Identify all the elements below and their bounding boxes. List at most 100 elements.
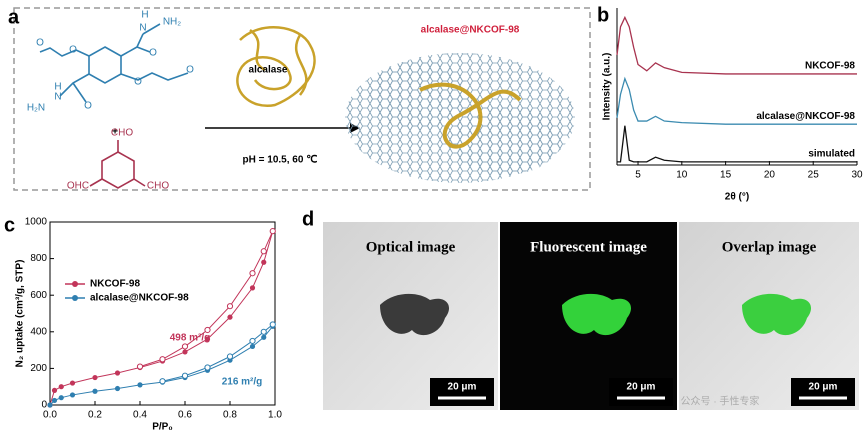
y-axis-label: Intensity (a.u.) xyxy=(602,53,613,121)
desorption-point xyxy=(204,364,211,371)
y-tick-label: 600 xyxy=(30,290,47,301)
panel-label: d xyxy=(302,208,314,230)
adsorption-point xyxy=(114,385,121,392)
adsorption-point xyxy=(69,380,76,386)
adsorption-point xyxy=(204,336,211,342)
atom-label: O xyxy=(134,77,142,88)
particle xyxy=(380,293,450,336)
plus-sign: + xyxy=(112,127,118,138)
series-label: NKCOF-98 xyxy=(805,61,855,72)
product-label: alcalase@NKCOF-98 xyxy=(421,25,520,36)
conditions: pH = 10.5, 60 ℃ xyxy=(243,155,318,166)
adsorption-point xyxy=(92,374,98,381)
atom-label: CHO xyxy=(111,128,133,139)
image-title: Fluorescent image xyxy=(530,239,647,255)
adsorption-point xyxy=(58,395,64,401)
adsorption-point xyxy=(137,382,143,388)
y-tick-label: 200 xyxy=(30,363,47,374)
atom-label: N xyxy=(139,23,146,34)
atom-label: O xyxy=(84,101,92,112)
y-tick-label: 400 xyxy=(30,326,47,337)
desorption-point xyxy=(269,228,276,235)
x-tick-label: 20 xyxy=(764,170,776,181)
x-tick-label: 0.8 xyxy=(223,410,237,421)
desorption-point xyxy=(181,343,189,350)
cof-graphic xyxy=(345,53,575,183)
x-tick-label: 5 xyxy=(635,170,641,181)
scale-bar-box xyxy=(609,378,673,406)
panel-label: c xyxy=(4,214,15,236)
desorption-line xyxy=(139,230,274,368)
y-tick-label: 800 xyxy=(30,253,47,264)
image-title: Optical image xyxy=(366,239,456,255)
atom-label: O xyxy=(186,65,194,76)
legend-entry: NKCOF-98 xyxy=(90,279,140,290)
particle-overlap xyxy=(742,293,812,336)
scale-bar-label: 20 μm xyxy=(627,382,656,393)
desorption-point xyxy=(204,326,211,334)
desorption-point xyxy=(159,356,166,363)
legend-entry: alcalase@NKCOF-98 xyxy=(90,293,189,304)
atom-label: OHC xyxy=(67,181,89,192)
annotation: 498 m²/g xyxy=(170,333,211,344)
y-tick-label: 0 xyxy=(41,400,47,411)
scale-bar-box xyxy=(791,378,855,406)
adsorption-point xyxy=(92,388,98,394)
desorption-point xyxy=(136,363,144,370)
atom-label: NH₂ xyxy=(163,17,181,28)
adsorption-point xyxy=(249,285,256,291)
panel-label: b xyxy=(597,4,609,26)
scale-bar-box xyxy=(430,378,494,406)
atom-label: H₂N xyxy=(27,103,45,114)
adsorption-point xyxy=(261,334,267,340)
x-tick-label: 25 xyxy=(808,170,820,181)
image-title: Overlap image xyxy=(722,239,817,255)
adsorption-point xyxy=(114,370,121,376)
x-axis-label: P/P₀ xyxy=(152,422,173,433)
x-tick-label: 0.6 xyxy=(178,410,192,421)
x-tick-label: 0.4 xyxy=(133,410,147,421)
x-tick-label: 0.0 xyxy=(43,410,57,421)
desorption-point xyxy=(159,378,166,385)
plot-frame xyxy=(49,221,276,406)
adsorption-point xyxy=(249,343,256,350)
enzyme-graphic xyxy=(236,26,316,108)
y-axis-label: N₂ uptake (cm³/g, STP) xyxy=(15,260,26,368)
x-tick-label: 0.2 xyxy=(88,410,102,421)
particle-fluorescence xyxy=(562,293,632,336)
hydrazide-structure xyxy=(39,23,189,103)
atom-label: O xyxy=(69,45,77,56)
x-tick-label: 30 xyxy=(851,170,863,181)
legend-marker xyxy=(72,295,78,301)
series-label: simulated xyxy=(808,149,855,160)
xrd-pattern xyxy=(617,125,857,163)
scale-bar-label: 20 μm xyxy=(809,382,838,393)
x-tick-label: 1.0 xyxy=(268,410,282,421)
aldehyde-structure xyxy=(89,140,146,189)
atom-label: CHO xyxy=(147,181,169,192)
xrd-pattern xyxy=(616,76,857,125)
legend-marker xyxy=(72,281,78,287)
atom-label: H xyxy=(141,10,148,21)
adsorption-point xyxy=(58,384,64,390)
desorption-point xyxy=(269,321,276,328)
adsorption-point xyxy=(182,349,188,355)
xrd-pattern xyxy=(616,15,857,75)
desorption-point xyxy=(249,337,256,345)
atom-label: O xyxy=(149,48,157,59)
adsorption-point xyxy=(51,397,58,404)
desorption-point xyxy=(249,270,256,277)
desorption-point xyxy=(181,372,189,379)
atom-label: H xyxy=(54,82,61,93)
adsorption-line xyxy=(49,325,274,406)
series-label: alcalase@NKCOF-98 xyxy=(756,111,855,122)
panel-label: a xyxy=(8,6,20,28)
scheme-frame xyxy=(13,7,591,191)
x-tick-label: 10 xyxy=(676,170,688,181)
desorption-point xyxy=(260,328,267,335)
desorption-point xyxy=(260,248,267,255)
enzyme-label: alcalase xyxy=(249,65,288,76)
atom-label: N xyxy=(54,92,61,103)
